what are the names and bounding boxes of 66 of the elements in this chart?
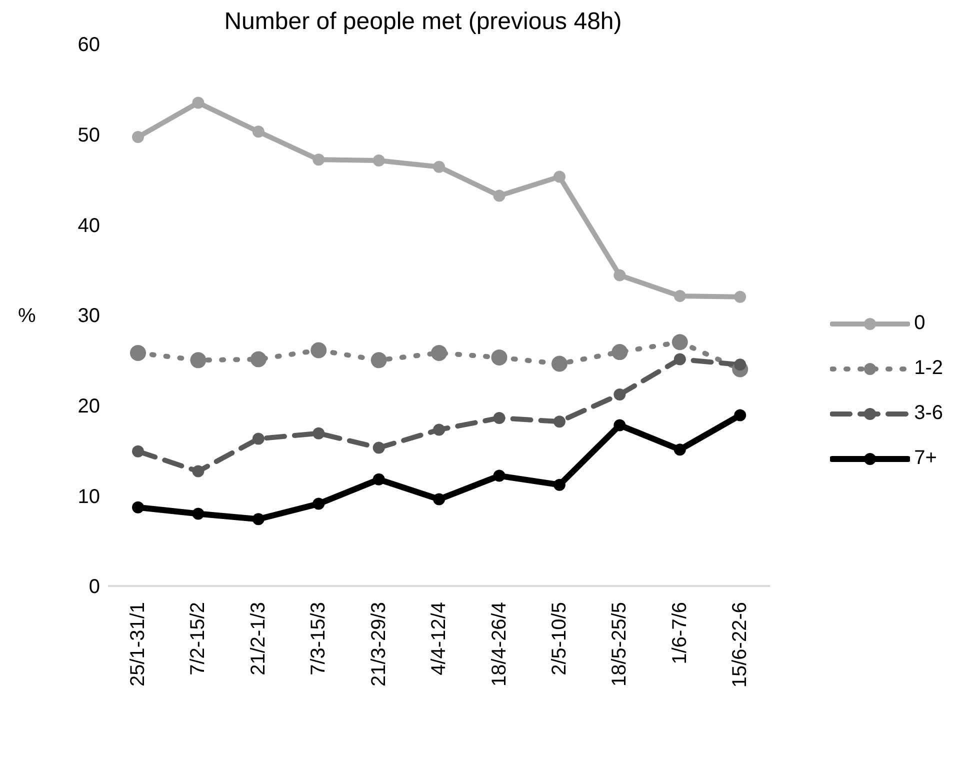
point [372,154,385,167]
point [192,96,204,109]
x-tick-label: 15/6-22-6 [729,602,752,688]
point [614,269,626,282]
point [252,432,264,445]
point [734,409,746,422]
point [493,190,506,202]
x-tick-label: 18/5-25/5 [608,602,631,687]
point [310,342,327,358]
point [612,344,628,360]
point [252,126,264,138]
point [674,353,686,366]
x-tick-label: 25/1-31/1 [127,602,149,687]
x-tick-label: 7/3-15/3 [308,602,330,676]
point [551,356,568,372]
y-tick-label: 30 [78,305,100,328]
legend-label: 1-2 [914,357,943,380]
point [312,498,325,510]
y-tick-label: 10 [78,486,100,508]
point [553,170,566,183]
point [130,344,146,361]
x-tick-label: 1/6-7/6 [668,602,691,664]
point [252,513,264,526]
point [250,351,266,368]
point [372,442,385,454]
point [672,334,688,350]
x-tick-label: 2/5-10/5 [548,602,570,676]
y-tick-label: 0 [88,576,100,598]
x-tick-label: 4/4-12/4 [428,602,450,676]
point [734,290,746,303]
y-tick-label: 60 [78,34,100,56]
legend-label: 3-6 [914,402,943,425]
x-tick-label: 18/4-26/4 [488,602,510,687]
y-tick-label: 20 [78,395,100,418]
point [491,349,508,366]
x-tick-label: 21/3-29/3 [368,602,390,687]
point [674,290,686,302]
x-tick-label: 21/2-1/3 [247,602,270,676]
point [431,344,448,361]
point [132,445,144,458]
point [312,154,325,166]
y-tick-label: 50 [78,124,100,146]
point [192,508,204,520]
point [372,473,385,486]
y-axis-title: % [18,305,36,328]
point [553,416,566,428]
point [132,501,144,514]
point [132,131,144,144]
legend-label: 0 [914,312,926,335]
point [190,352,206,368]
point [312,427,325,440]
point [493,412,506,424]
point [493,470,506,482]
point [553,478,566,491]
point [433,424,446,436]
point [614,388,626,400]
point [674,444,686,456]
point [433,160,446,173]
y-tick-label: 40 [78,214,100,237]
chart-title: Number of people met (previous 48h) [223,8,623,36]
legend-label: 7+ [914,447,937,470]
point [433,493,446,506]
point [192,465,204,478]
point [614,419,626,432]
x-tick-label: 7/2-15/2 [187,602,210,676]
point [370,352,387,368]
